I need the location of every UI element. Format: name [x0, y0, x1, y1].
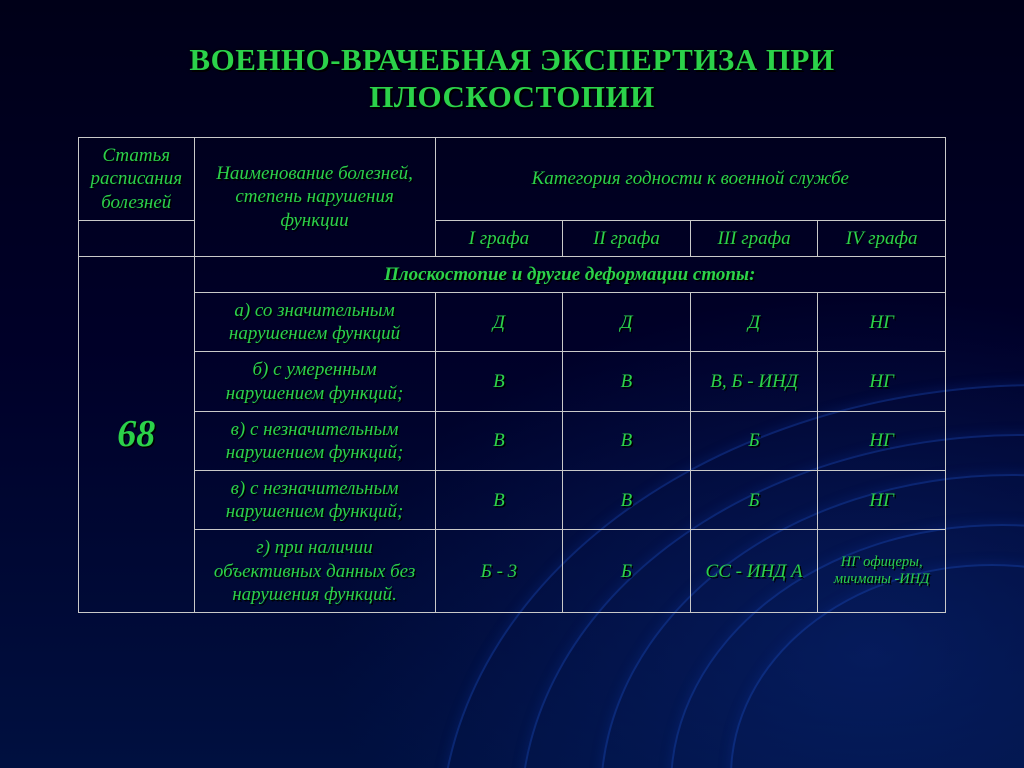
row-label: б) с умеренным нарушением функций; [194, 352, 435, 411]
cell-g4: НГ [818, 471, 946, 530]
table-row: в) с незначительным нарушением функций; … [79, 471, 946, 530]
article-number: 68 [79, 256, 195, 612]
col-article: Статья расписания болезней [79, 138, 195, 221]
expertise-table: Статья расписания болезней Наименование … [78, 137, 946, 613]
table-wrap: Статья расписания болезней Наименование … [78, 137, 946, 613]
table-row: б) с умеренным нарушением функций; В В В… [79, 352, 946, 411]
table-row: в) с незначительным нарушением функций; … [79, 411, 946, 470]
cell-g4: НГ [818, 293, 946, 352]
cell-g1: Д [435, 293, 563, 352]
table-row: г) при наличии объективных данных без на… [79, 530, 946, 613]
slide-title: ВОЕННО-ВРАЧЕБНАЯ ЭКСПЕРТИЗА ПРИ ПЛОСКОСТ… [78, 42, 946, 115]
cell-g2: В [563, 471, 691, 530]
row-label: в) с незначительным нарушением функций; [194, 411, 435, 470]
col-g4: IV графа [818, 220, 946, 256]
col-category: Категория годности к военной службе [435, 138, 945, 221]
row-label: в) с незначительным нарушением функций; [194, 471, 435, 530]
cell-g1: В [435, 411, 563, 470]
row-label: г) при наличии объективных данных без на… [194, 530, 435, 613]
col-g3: III графа [690, 220, 818, 256]
cell-g3: Б [690, 411, 818, 470]
cell-g2: Д [563, 293, 691, 352]
cell-g4: НГ офицеры, мичманы -ИНД [818, 530, 946, 613]
cell-g1: Б - 3 [435, 530, 563, 613]
cell-g3: Д [690, 293, 818, 352]
cell-g3: СС - ИНД А [690, 530, 818, 613]
col-name: Наименование болезней, степень нарушения… [194, 138, 435, 257]
cell-g4: НГ [818, 411, 946, 470]
section-row: 68 Плоскостопие и другие деформации стоп… [79, 256, 946, 292]
cell-g3: Б [690, 471, 818, 530]
cell-g2: В [563, 352, 691, 411]
cell-g3: В, Б - ИНД [690, 352, 818, 411]
cell-g1: В [435, 471, 563, 530]
cell-g2: В [563, 411, 691, 470]
section-title: Плоскостопие и другие деформации стопы: [194, 256, 945, 292]
cell-g1: В [435, 352, 563, 411]
col-g1: I графа [435, 220, 563, 256]
row-label: а) со значительным нарушением функций [194, 293, 435, 352]
table-row: а) со значительным нарушением функций Д … [79, 293, 946, 352]
cell-g4: НГ [818, 352, 946, 411]
article-blank-upper [79, 220, 195, 256]
cell-g2: Б [563, 530, 691, 613]
col-g2: II графа [563, 220, 691, 256]
slide: ВОЕННО-ВРАЧЕБНАЯ ЭКСПЕРТИЗА ПРИ ПЛОСКОСТ… [0, 0, 1024, 768]
header-row-1: Статья расписания болезней Наименование … [79, 138, 946, 221]
